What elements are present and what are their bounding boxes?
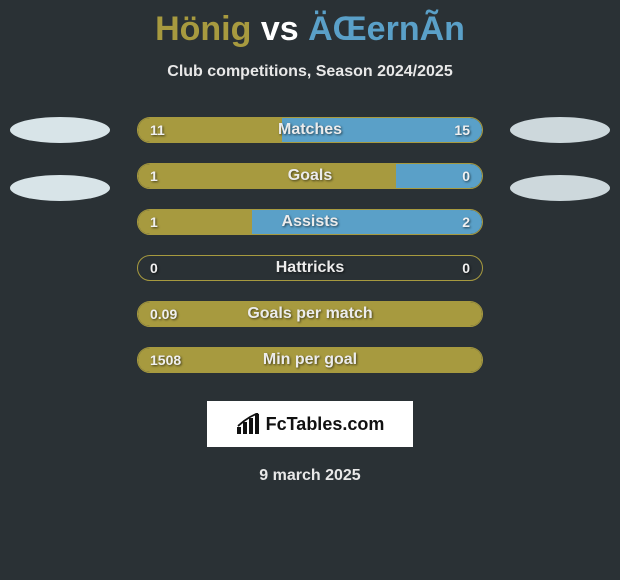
player1-team-placeholder (10, 175, 110, 201)
player1-avatars (10, 117, 110, 201)
vs-label: vs (261, 10, 299, 48)
stat-label: Min per goal (138, 348, 482, 372)
stat-row: 0.09Goals per match (137, 301, 483, 327)
player2-team-placeholder (510, 175, 610, 201)
stat-row: 00Hattricks (137, 255, 483, 281)
stat-label: Assists (138, 210, 482, 234)
source-logo: FcTables.com (207, 401, 413, 447)
subtitle: Club competitions, Season 2024/2025 (0, 63, 620, 81)
player1-name: Hönig (155, 10, 251, 48)
stat-label: Hattricks (138, 256, 482, 280)
stat-label: Matches (138, 118, 482, 142)
stats-chart: 1115Matches 10Goals 12Assists 00Hattricks 0.… (0, 117, 620, 373)
player2-avatars (510, 117, 610, 201)
logo-text: FcTables.com (266, 414, 385, 435)
stat-label: Goals (138, 164, 482, 188)
stat-row: 12Assists (137, 209, 483, 235)
stat-row: 10Goals (137, 163, 483, 189)
snapshot-date: 9 march 2025 (0, 467, 620, 485)
player2-name: ÄŒernÃ­n (308, 10, 465, 48)
stat-bars: 1115Matches 10Goals 12Assists 00Hattricks 0.… (137, 117, 483, 373)
stat-row: 1115Matches (137, 117, 483, 143)
stat-row: 1508Min per goal (137, 347, 483, 373)
stat-label: Goals per match (138, 302, 482, 326)
bars-chart-icon (236, 413, 262, 435)
player2-avatar-placeholder (510, 117, 610, 143)
comparison-title: Hönig vs ÄŒernÃ­n (0, 0, 620, 49)
player1-avatar-placeholder (10, 117, 110, 143)
